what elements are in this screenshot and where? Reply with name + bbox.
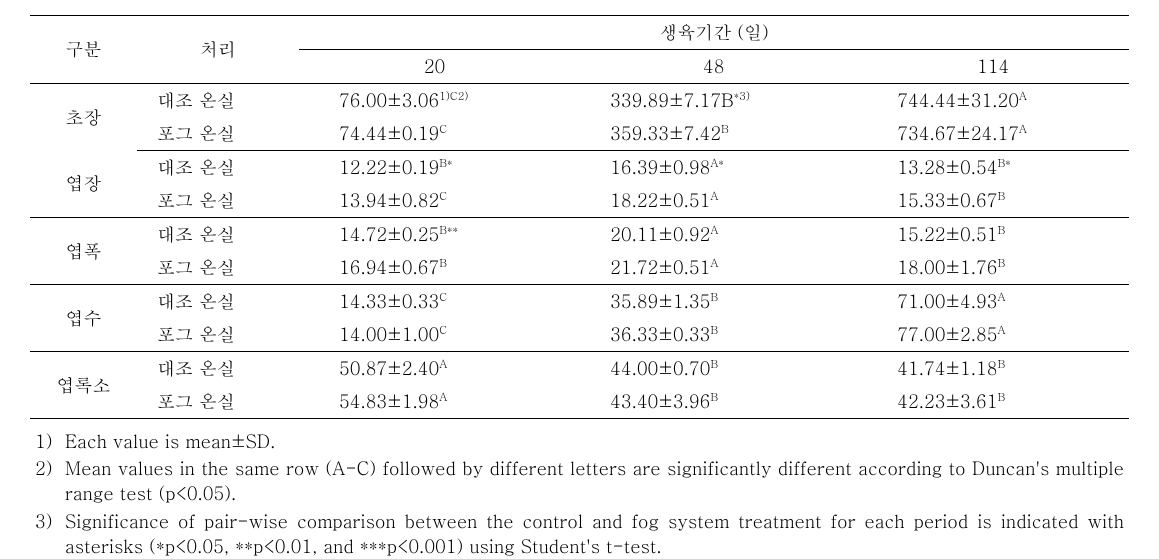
footnote-2: 2) Mean values in the same row (A-C) fol…	[35, 456, 1124, 506]
table-row: 포그 온실 16.94±0.67B 21.72±0.51A 18.00±1.76…	[30, 251, 1129, 285]
footnote-1: 1) Each value is mean±SD.	[35, 429, 1124, 454]
treatment-control: 대조 온실	[137, 218, 299, 252]
cell-value: 14.00±1.00C	[299, 318, 570, 352]
cell-value: 359.33±7.42B	[570, 117, 857, 151]
table-row: 엽폭 대조 온실 14.72±0.25B** 20.11±0.92A 15.22…	[30, 218, 1129, 252]
cell-value: 44.00±0.70B	[570, 352, 857, 386]
table-body: 초장 대조 온실 76.00±3.061)C2) 339.89±7.17B*3)…	[30, 84, 1129, 419]
cell-value: 35.89±1.35B	[570, 285, 857, 319]
category-leaf-width: 엽폭	[30, 218, 137, 285]
footnote-text: Mean values in the same row (A-C) follow…	[65, 456, 1124, 506]
table-row: 포그 온실 14.00±1.00C 36.33±0.33B 77.00±2.85…	[30, 318, 1129, 352]
cell-value: 16.39±0.98A*	[570, 151, 857, 185]
cell-value: 14.72±0.25B**	[299, 218, 570, 252]
cell-value: 12.22±0.19B*	[299, 151, 570, 185]
cell-value: 20.11±0.92A	[570, 218, 857, 252]
cell-value: 16.94±0.67B	[299, 251, 570, 285]
cell-value: 71.00±4.93A	[857, 285, 1129, 319]
table-row: 엽수 대조 온실 14.33±0.33C 35.89±1.35B 71.00±4…	[30, 285, 1129, 319]
footnote-num: 1)	[35, 429, 65, 454]
header-20: 20	[299, 50, 570, 84]
cell-value: 36.33±0.33B	[570, 318, 857, 352]
header-114: 114	[857, 50, 1129, 84]
table-row: 포그 온실 74.44±0.19C 359.33±7.42B 734.67±24…	[30, 117, 1129, 151]
footnote-3: 3) Significance of pair-wise comparison …	[35, 509, 1124, 559]
category-chlorophyll: 엽록소	[30, 352, 137, 419]
table-row: 엽록소 대조 온실 50.87±2.40A 44.00±0.70B 41.74±…	[30, 352, 1129, 386]
table-row: 초장 대조 온실 76.00±3.061)C2) 339.89±7.17B*3)…	[30, 84, 1129, 118]
table-row: 포그 온실 13.94±0.82C 18.22±0.51A 15.33±0.67…	[30, 184, 1129, 218]
treatment-fog: 포그 온실	[137, 184, 299, 218]
cell-value: 734.67±24.17A	[857, 117, 1129, 151]
cell-value: 15.33±0.67B	[857, 184, 1129, 218]
cell-value: 18.22±0.51A	[570, 184, 857, 218]
header-category: 구분	[30, 16, 137, 84]
footnote-num: 3)	[35, 509, 65, 559]
treatment-control: 대조 온실	[137, 151, 299, 185]
treatment-fog: 포그 온실	[137, 318, 299, 352]
header-treatment: 처리	[137, 16, 299, 84]
cell-value: 43.40±3.96B	[570, 385, 857, 419]
cell-value: 74.44±0.19C	[299, 117, 570, 151]
cell-value: 13.28±0.54B*	[857, 151, 1129, 185]
header-growth-period: 생육기간 (일)	[299, 16, 1129, 50]
footnotes: 1) Each value is mean±SD. 2) Mean values…	[30, 429, 1129, 559]
cell-value: 15.22±0.51B	[857, 218, 1129, 252]
treatment-fog: 포그 온실	[137, 385, 299, 419]
category-plant-height: 초장	[30, 84, 137, 151]
treatment-control: 대조 온실	[137, 352, 299, 386]
cell-value: 76.00±3.061)C2)	[299, 84, 570, 118]
treatment-fog: 포그 온실	[137, 251, 299, 285]
data-table: 구분 처리 생육기간 (일) 20 48 114 초장 대조 온실 76.00±…	[30, 15, 1129, 419]
footnote-text: Significance of pair-wise comparison bet…	[65, 509, 1124, 559]
table-row: 포그 온실 54.83±1.98A 43.40±3.96B 42.23±3.61…	[30, 385, 1129, 419]
cell-value: 21.72±0.51A	[570, 251, 857, 285]
cell-value: 41.74±1.18B	[857, 352, 1129, 386]
cell-value: 18.00±1.76B	[857, 251, 1129, 285]
cell-value: 54.83±1.98A	[299, 385, 570, 419]
cell-value: 77.00±2.85A	[857, 318, 1129, 352]
cell-value: 42.23±3.61B	[857, 385, 1129, 419]
cell-value: 50.87±2.40A	[299, 352, 570, 386]
cell-value: 13.94±0.82C	[299, 184, 570, 218]
footnote-text: Each value is mean±SD.	[65, 429, 1124, 454]
treatment-control: 대조 온실	[137, 84, 299, 118]
cell-value: 744.44±31.20A	[857, 84, 1129, 118]
footnote-num: 2)	[35, 456, 65, 506]
treatment-fog: 포그 온실	[137, 117, 299, 151]
category-leaf-length: 엽장	[30, 151, 137, 218]
cell-value: 14.33±0.33C	[299, 285, 570, 319]
header-48: 48	[570, 50, 857, 84]
table-row: 엽장 대조 온실 12.22±0.19B* 16.39±0.98A* 13.28…	[30, 151, 1129, 185]
treatment-control: 대조 온실	[137, 285, 299, 319]
category-leaf-number: 엽수	[30, 285, 137, 352]
cell-value: 339.89±7.17B*3)	[570, 84, 857, 118]
